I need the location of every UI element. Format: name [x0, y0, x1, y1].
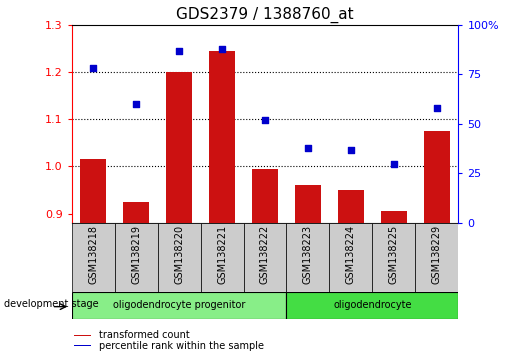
Point: [304, 145, 312, 150]
Bar: [243, 223, 287, 292]
Text: GSM138222: GSM138222: [260, 225, 270, 284]
Text: transformed count: transformed count: [99, 330, 189, 340]
Bar: [80, 159, 106, 223]
Bar: [72, 292, 287, 319]
Bar: [381, 211, 407, 223]
Bar: [166, 72, 192, 223]
Bar: [416, 223, 458, 292]
Text: GSM138218: GSM138218: [88, 225, 98, 284]
Bar: [114, 223, 157, 292]
Point: [218, 46, 226, 51]
Bar: [338, 190, 364, 223]
Text: oligodendrocyte: oligodendrocyte: [333, 300, 412, 310]
Text: development stage: development stage: [4, 299, 98, 309]
Text: GSM138229: GSM138229: [432, 225, 442, 284]
Point: [347, 147, 355, 153]
Bar: [74, 335, 91, 336]
Point: [261, 117, 269, 123]
Point: [390, 161, 398, 166]
Bar: [123, 202, 149, 223]
Text: oligodendrocyte progenitor: oligodendrocyte progenitor: [113, 300, 245, 310]
Bar: [373, 223, 416, 292]
Text: GSM138223: GSM138223: [303, 225, 313, 284]
Bar: [295, 185, 321, 223]
Bar: [74, 345, 91, 347]
Text: GSM138220: GSM138220: [174, 225, 184, 284]
Bar: [72, 223, 114, 292]
Text: percentile rank within the sample: percentile rank within the sample: [99, 341, 263, 351]
Bar: [424, 131, 450, 223]
Point: [132, 101, 140, 107]
Bar: [200, 223, 243, 292]
Bar: [330, 223, 373, 292]
Bar: [252, 169, 278, 223]
Point: [432, 105, 441, 111]
Bar: [157, 223, 200, 292]
Text: GSM138221: GSM138221: [217, 225, 227, 284]
Point: [175, 48, 183, 53]
Bar: [287, 223, 330, 292]
Point: [89, 65, 98, 71]
Text: GSM138219: GSM138219: [131, 225, 141, 284]
Text: GSM138225: GSM138225: [389, 225, 399, 284]
Text: GSM138224: GSM138224: [346, 225, 356, 284]
Bar: [209, 51, 235, 223]
Bar: [287, 292, 458, 319]
Title: GDS2379 / 1388760_at: GDS2379 / 1388760_at: [176, 7, 354, 23]
